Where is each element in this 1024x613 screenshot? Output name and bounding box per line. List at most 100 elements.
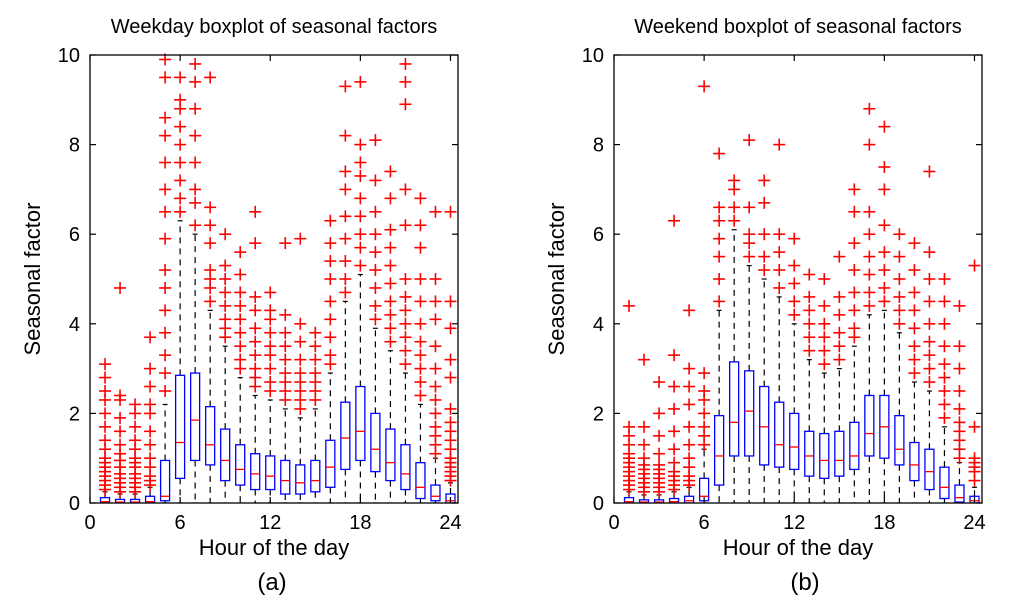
box-hour-3 xyxy=(653,376,666,503)
outlier-marker xyxy=(279,340,292,353)
outlier-marker xyxy=(189,57,202,70)
outlier-marker xyxy=(878,161,891,173)
box-iqr xyxy=(159,459,171,502)
y-tick-label: 0 xyxy=(69,493,80,515)
outlier-marker xyxy=(923,349,936,362)
box-hour-21 xyxy=(399,57,412,503)
outlier-marker xyxy=(803,290,816,303)
outlier-marker xyxy=(369,281,382,294)
box-hour-20 xyxy=(908,237,921,503)
box-hour-23 xyxy=(953,299,966,503)
outlier-marker xyxy=(429,273,442,285)
outlier-marker xyxy=(234,286,247,299)
outlier-marker xyxy=(144,438,157,451)
box-hour-6 xyxy=(698,80,711,503)
outlier-marker xyxy=(908,237,921,250)
outlier-marker xyxy=(653,447,666,460)
outlier-marker xyxy=(818,299,831,312)
outlier-marker xyxy=(908,304,921,317)
outlier-marker xyxy=(114,281,127,294)
outlier-marker xyxy=(638,420,651,433)
outlier-marker xyxy=(414,241,427,254)
outlier-marker xyxy=(309,326,322,339)
outlier-marker xyxy=(189,183,202,196)
outlier-marker xyxy=(444,371,457,384)
outlier-marker xyxy=(324,313,337,326)
outlier-marker xyxy=(249,290,262,303)
outlier-marker xyxy=(264,362,277,375)
outlier-marker xyxy=(369,264,382,277)
outlier-marker xyxy=(324,273,337,285)
outlier-marker xyxy=(174,192,187,205)
outlier-marker xyxy=(159,156,172,169)
outlier-marker xyxy=(339,129,352,142)
box-iqr xyxy=(310,459,321,493)
outlier-marker xyxy=(818,344,831,357)
outlier-marker xyxy=(159,205,172,218)
box-hour-1 xyxy=(99,358,112,503)
box-iqr xyxy=(759,385,770,466)
outlier-marker xyxy=(264,340,277,353)
outlier-marker xyxy=(369,134,382,147)
outlier-marker xyxy=(324,349,337,362)
outlier-marker xyxy=(848,286,861,299)
box-iqr xyxy=(819,432,830,480)
outlier-marker xyxy=(773,246,786,259)
outlier-marker xyxy=(938,411,951,424)
x-tick-label: 18 xyxy=(873,512,895,534)
outlier-marker xyxy=(114,411,127,424)
outlier-marker xyxy=(249,362,262,375)
outlier-marker xyxy=(174,174,187,187)
outlier-marker xyxy=(249,205,262,218)
outlier-marker xyxy=(668,443,681,456)
outlier-marker xyxy=(159,129,172,142)
outlier-marker xyxy=(429,380,442,393)
box-iqr xyxy=(265,455,276,491)
outlier-marker xyxy=(773,264,786,277)
outlier-marker xyxy=(668,349,681,362)
outlier-marker xyxy=(159,304,172,317)
box-hour-11 xyxy=(249,205,262,503)
outlier-marker xyxy=(384,241,397,254)
outlier-marker xyxy=(683,362,696,375)
outlier-marker xyxy=(354,259,367,272)
outlier-marker xyxy=(698,367,711,380)
outlier-marker xyxy=(878,183,891,196)
outlier-marker xyxy=(713,232,726,245)
outlier-marker xyxy=(354,169,367,182)
outlier-marker xyxy=(833,290,846,303)
outlier-marker xyxy=(953,416,966,429)
outlier-marker xyxy=(773,228,786,241)
box-iqr xyxy=(415,462,426,500)
outlier-marker xyxy=(129,398,142,411)
y-tick-label: 4 xyxy=(69,314,80,336)
outlier-marker xyxy=(833,340,846,353)
outlier-marker xyxy=(354,138,367,151)
outlier-marker xyxy=(923,335,936,348)
y-tick-label: 10 xyxy=(582,45,604,67)
x-tick-label: 6 xyxy=(699,512,710,534)
outlier-marker xyxy=(698,420,711,433)
box-iqr xyxy=(744,370,755,457)
outlier-marker xyxy=(219,228,232,241)
outlier-marker xyxy=(953,402,966,415)
outlier-marker xyxy=(159,326,172,339)
outlier-marker xyxy=(938,273,951,285)
outlier-marker xyxy=(923,362,936,375)
outlier-marker xyxy=(429,420,442,433)
box-hour-19 xyxy=(369,134,382,503)
outlier-marker xyxy=(354,241,367,254)
outlier-marker xyxy=(893,317,906,330)
outlier-marker xyxy=(653,376,666,389)
outlier-marker xyxy=(848,264,861,277)
outlier-marker xyxy=(414,389,427,402)
outlier-marker xyxy=(159,385,172,397)
outlier-marker xyxy=(758,250,771,263)
outlier-marker xyxy=(908,286,921,299)
y-tick-label: 6 xyxy=(593,224,604,246)
box-iqr xyxy=(400,444,411,491)
outlier-marker xyxy=(429,407,442,420)
outlier-marker xyxy=(444,416,457,429)
outlier-marker xyxy=(144,425,157,438)
